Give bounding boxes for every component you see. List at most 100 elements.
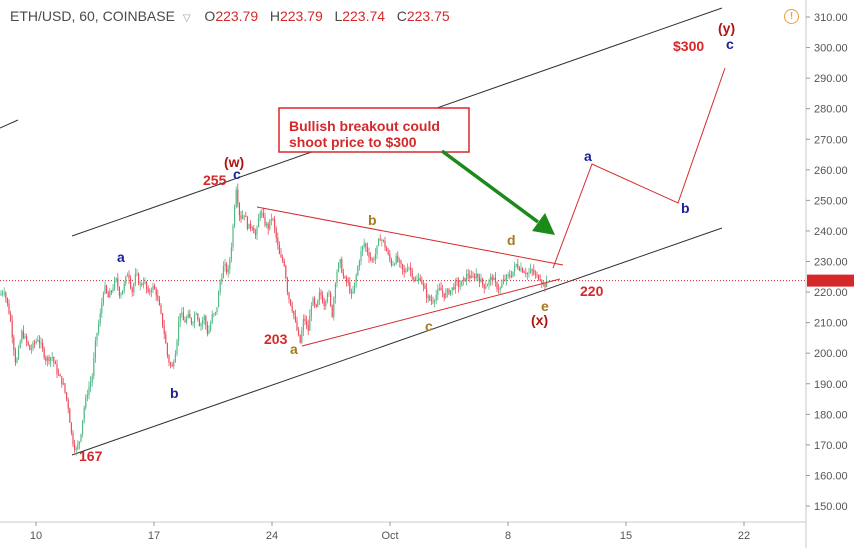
candle-body: [181, 312, 183, 314]
candle-body: [120, 294, 122, 296]
candle-body: [83, 407, 85, 421]
y-tick-label: 230.00: [814, 257, 848, 269]
candle-body: [14, 350, 16, 363]
candle-body: [118, 287, 120, 296]
x-tick-label: Oct: [381, 530, 398, 542]
candle-body: [320, 292, 322, 296]
candle-body: [405, 270, 407, 273]
candle-body: [374, 253, 376, 260]
candle-body: [58, 373, 60, 375]
candle-body: [22, 331, 24, 338]
candle-body: [394, 263, 396, 265]
candle-body: [286, 278, 288, 293]
candle-body: [531, 269, 533, 271]
candle-body: [470, 276, 472, 279]
candle-body: [13, 337, 15, 351]
candle-body: [54, 361, 56, 364]
close-label: C: [396, 8, 407, 24]
triangle-down-icon[interactable]: ▽: [182, 13, 191, 24]
wave-c-label-3: c: [726, 36, 734, 52]
candle-body: [389, 254, 391, 260]
wave-y-label: (y): [718, 20, 735, 36]
candle-body: [403, 269, 405, 273]
candle-body: [454, 280, 456, 290]
candle-body: [506, 275, 508, 280]
symbol-label[interactable]: ETH/USD, 60, COINBASE: [10, 8, 175, 24]
candle-body: [189, 313, 191, 319]
wave-b-label-2: b: [368, 212, 377, 228]
candle-body: [32, 342, 34, 349]
candle-body: [509, 274, 511, 277]
candle-body: [488, 280, 490, 285]
candle-body: [534, 273, 536, 275]
annotation-line-1: Bullish breakout could: [289, 118, 440, 134]
candle-body: [165, 334, 167, 344]
candle-body: [382, 240, 384, 241]
y-tick-label: 250.00: [814, 195, 848, 207]
candle-body: [376, 245, 378, 254]
candle-body: [91, 376, 93, 383]
price-axis[interactable]: 150.00 160.00 170.00 180.00 190.00 200.00 210.…: [806, 12, 848, 513]
candle-body: [24, 336, 26, 338]
candle-body: [34, 342, 36, 344]
candle-body: [11, 320, 13, 338]
candle-body: [85, 397, 87, 408]
candle-body: [253, 227, 255, 234]
candle-body: [99, 313, 101, 324]
candle-body: [8, 303, 10, 314]
candle-body: [357, 266, 359, 276]
candle-body: [539, 279, 541, 281]
candle-body: [227, 269, 229, 273]
candle-body: [190, 318, 192, 324]
candle-body: [299, 334, 301, 343]
candle-body: [77, 444, 79, 449]
candle-body: [130, 278, 132, 288]
price-220-label: 220: [580, 283, 604, 299]
candle-body: [46, 356, 48, 361]
candle-body: [27, 341, 29, 345]
candle-body: [75, 448, 77, 451]
candle-body: [210, 322, 212, 331]
y-tick-label: 310.00: [814, 12, 848, 24]
candle-body: [277, 237, 279, 245]
candle-body: [150, 289, 152, 293]
candle-body: [278, 244, 280, 254]
x-tick-label: 15: [620, 530, 632, 542]
candle-body: [546, 279, 548, 288]
candle-body: [104, 285, 106, 294]
candle-body: [176, 340, 178, 354]
triangle-pattern: [256, 206, 564, 347]
candle-body: [269, 219, 271, 229]
candle-body: [192, 322, 194, 324]
candle-body: [450, 290, 452, 295]
candle-body: [219, 281, 221, 293]
candle-body: [45, 357, 47, 361]
x-tick-label: 8: [505, 530, 511, 542]
candle-body: [206, 325, 208, 334]
wave-x-label: (x): [531, 312, 548, 328]
candle-body: [413, 277, 415, 280]
candle-body: [542, 283, 544, 285]
exclamation-circle-icon[interactable]: !: [784, 9, 799, 24]
y-tick-label: 170.00: [814, 440, 848, 452]
candle-body: [282, 257, 284, 261]
candle-body: [358, 261, 360, 267]
candle-body: [538, 275, 540, 280]
candle-body: [464, 277, 466, 281]
open-label: O: [204, 8, 216, 24]
candle-body: [139, 284, 141, 285]
wave-e-label: e: [541, 298, 549, 314]
candle-body: [240, 215, 242, 219]
candle-body: [30, 348, 32, 351]
time-axis[interactable]: 10 17 24 Oct 8 15 22: [30, 522, 750, 542]
candle-body: [53, 357, 55, 362]
candle-body: [157, 295, 159, 299]
candle-body: [208, 330, 210, 334]
candle-body: [355, 275, 357, 283]
candle-body: [490, 276, 492, 281]
candle-body: [453, 287, 455, 290]
candle-body: [226, 263, 228, 273]
candle-body: [498, 289, 500, 290]
candle-body: [78, 441, 80, 445]
